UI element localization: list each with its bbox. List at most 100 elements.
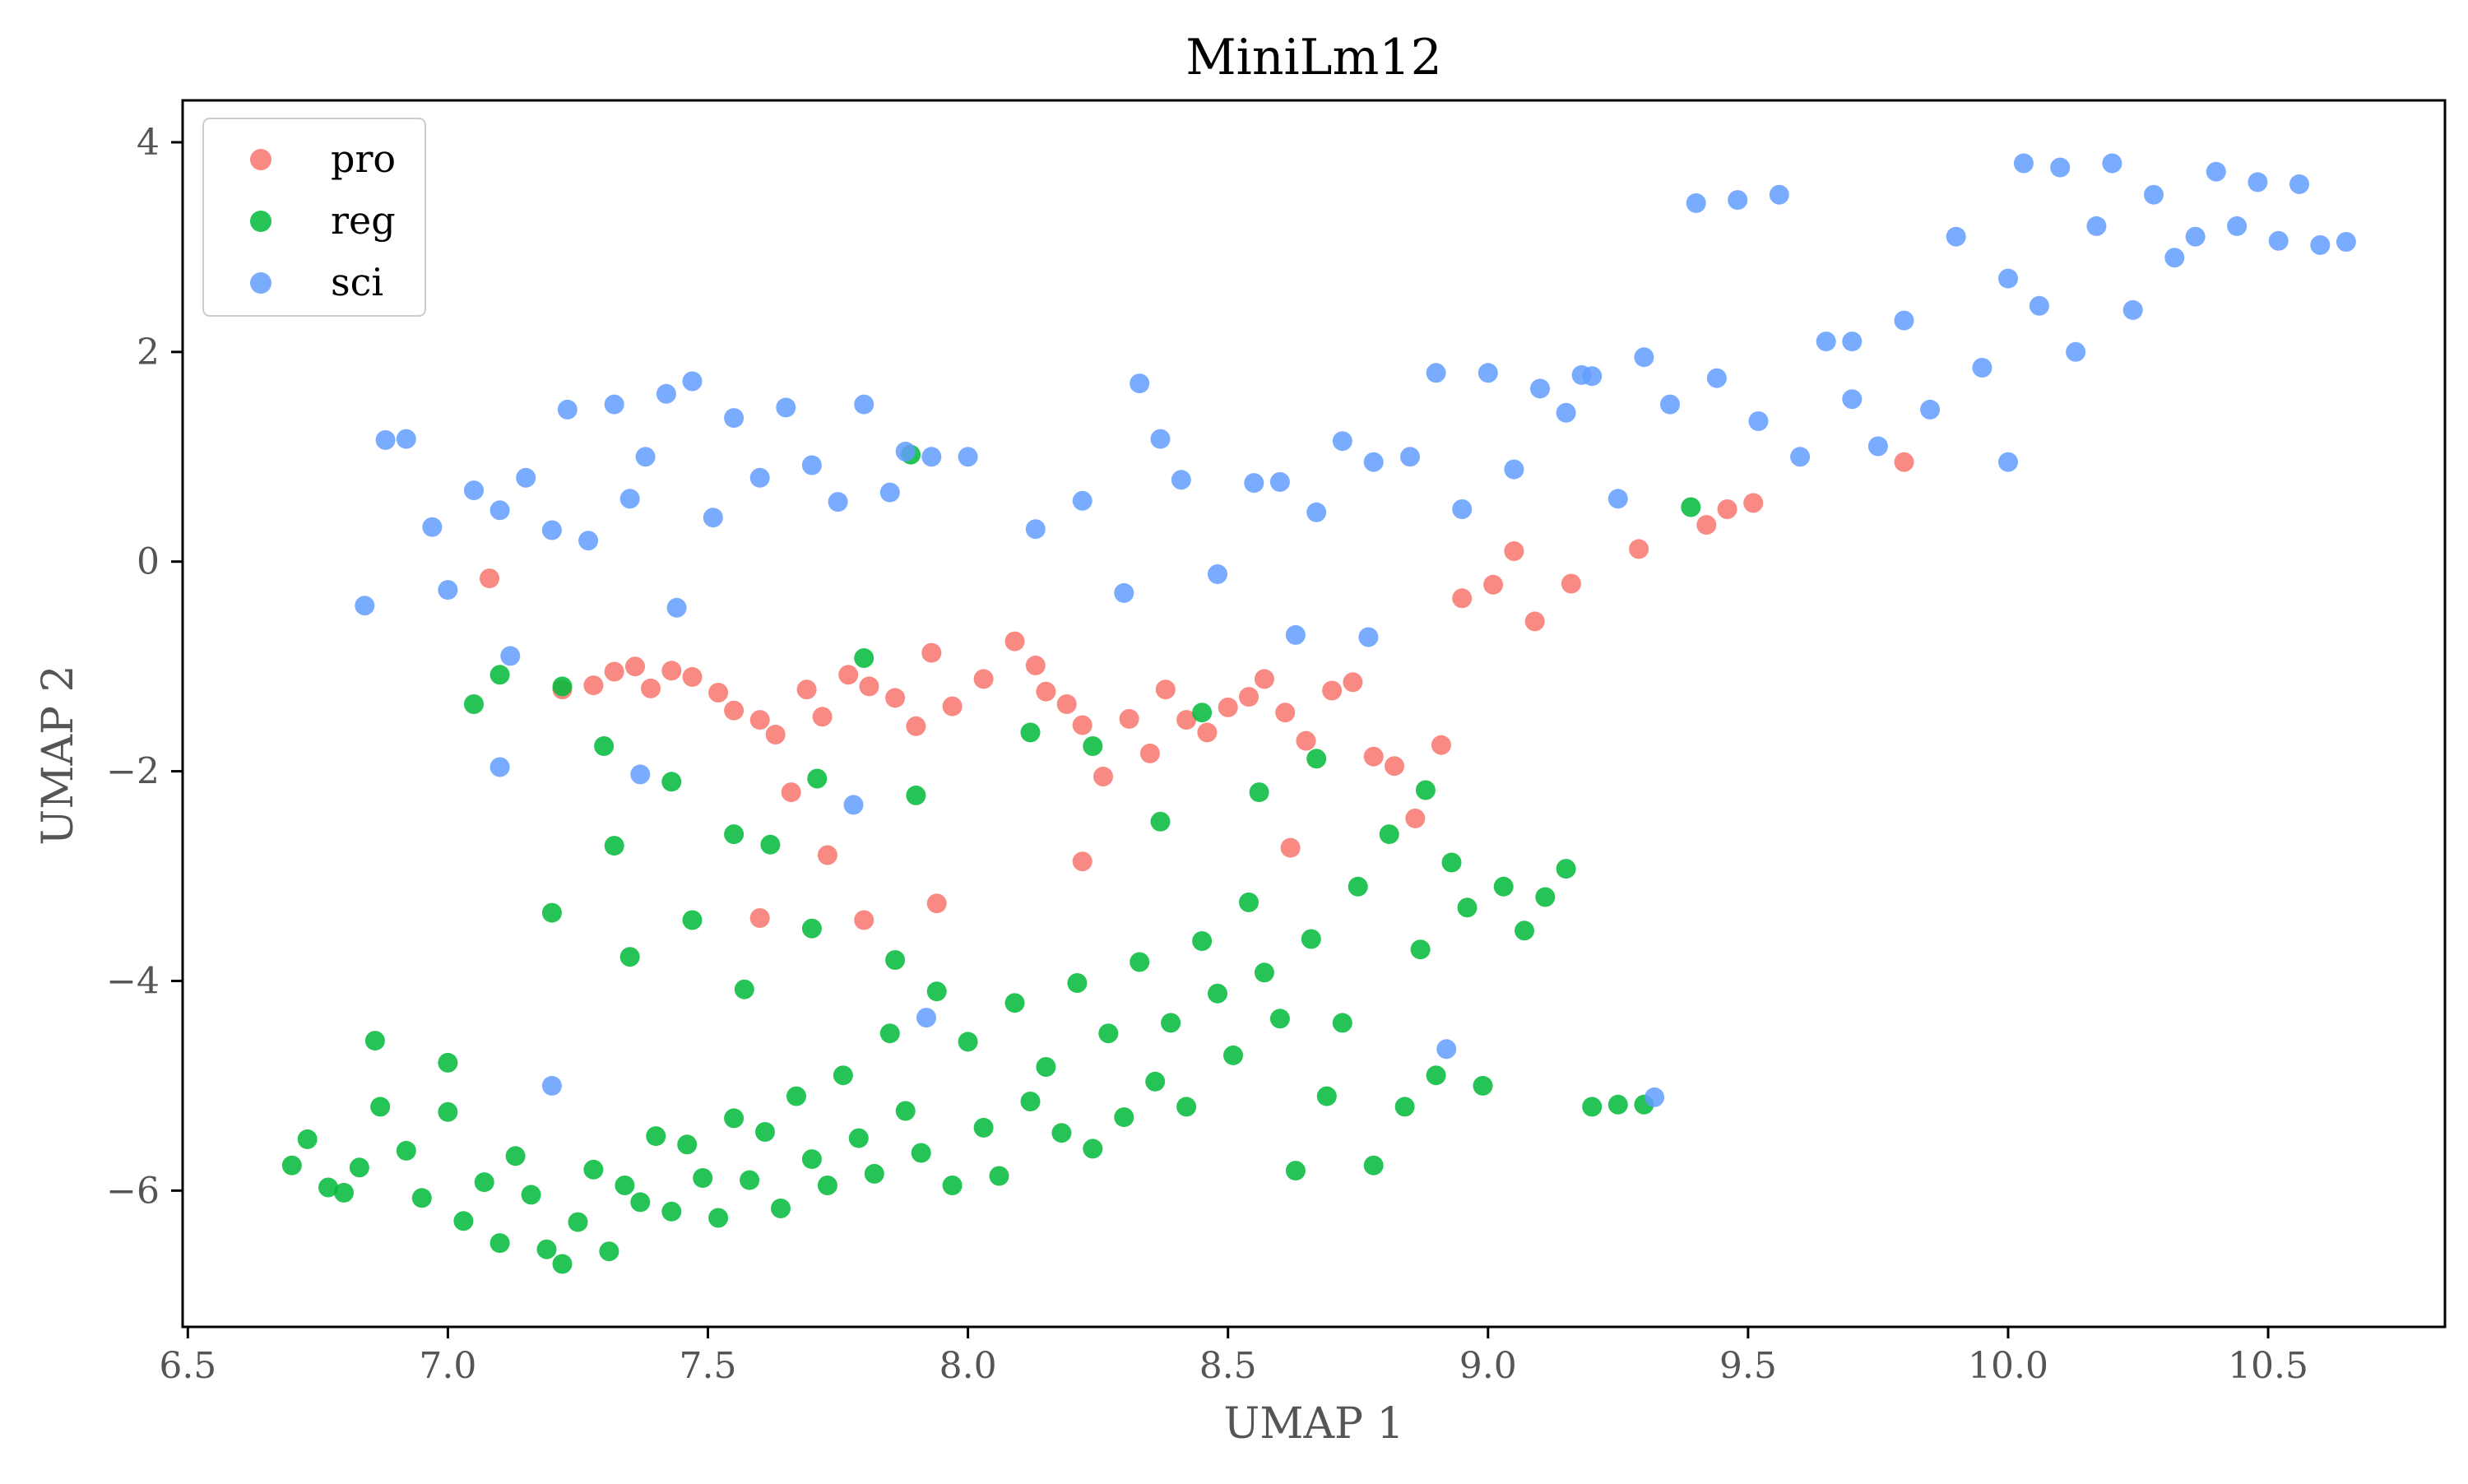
data-point-reg: [1301, 929, 1321, 949]
data-point-pro: [817, 845, 837, 865]
data-point-reg: [1083, 1139, 1103, 1159]
data-point-reg: [1493, 876, 1514, 897]
data-point-sci: [1025, 519, 1046, 540]
y-tick-label: −2: [106, 751, 160, 793]
data-point-sci: [2164, 248, 2185, 268]
y-tick-label: 0: [137, 541, 160, 583]
data-point-pro: [1524, 611, 1545, 632]
data-point-reg: [807, 768, 828, 789]
x-tick-label: 7.5: [680, 1345, 737, 1387]
data-point-reg: [1020, 1092, 1041, 1111]
data-point-sci: [1634, 347, 1654, 368]
data-point-pro: [973, 669, 994, 689]
legend-marker-reg: [250, 211, 271, 232]
data-point-pro: [682, 666, 703, 687]
data-point-reg: [453, 1211, 474, 1231]
data-point-sci: [1306, 502, 1327, 522]
data-point-pro: [1056, 694, 1077, 714]
data-point-reg: [552, 1254, 573, 1274]
data-point-reg: [599, 1241, 619, 1262]
data-point-reg: [464, 694, 484, 714]
x-axis-label: UMAP 1: [1223, 1399, 1403, 1449]
data-point-pro: [1275, 703, 1296, 723]
data-point-sci: [2336, 232, 2356, 252]
data-point-reg: [594, 736, 615, 756]
data-point-reg: [646, 1126, 666, 1147]
data-point-reg: [583, 1159, 604, 1180]
x-tick-label: 9.0: [1459, 1345, 1517, 1387]
data-point-sci: [355, 596, 375, 616]
data-point-reg: [1426, 1065, 1446, 1086]
data-point-sci: [516, 467, 536, 488]
data-point-pro: [1218, 697, 1238, 717]
data-point-pro: [1072, 851, 1093, 872]
data-point-reg: [848, 1128, 869, 1148]
data-point-pro: [1004, 631, 1025, 652]
data-point-reg: [895, 1101, 916, 1121]
data-point-sci: [2050, 157, 2071, 178]
legend-label-reg: reg: [331, 198, 396, 243]
data-point-sci: [1867, 436, 1888, 457]
data-point-pro: [625, 656, 645, 677]
data-point-reg: [1607, 1094, 1628, 1115]
data-point-reg: [1415, 780, 1436, 800]
data-point-sci: [604, 394, 624, 415]
data-point-sci: [1790, 447, 1811, 467]
x-axis: 6.5 7.0 7.5 8.0 8.5 9.0 9.5 10.0 10.5: [159, 1327, 2308, 1387]
data-point-sci: [2185, 226, 2206, 247]
data-point-pro: [1504, 541, 1524, 561]
data-point-sci: [776, 397, 796, 418]
data-point-sci: [2227, 216, 2248, 236]
data-point-sci: [656, 383, 676, 404]
data-point-sci: [489, 500, 510, 521]
data-point-sci: [1728, 190, 1748, 211]
data-point-pro: [641, 678, 661, 698]
data-point-reg: [318, 1177, 338, 1198]
data-point-reg: [989, 1166, 1009, 1186]
data-point-reg: [438, 1101, 458, 1122]
data-point-reg: [1051, 1123, 1072, 1143]
data-point-pro: [1119, 708, 1139, 729]
data-point-sci: [1748, 411, 1769, 431]
data-point-reg: [682, 910, 703, 930]
data-point-reg: [708, 1208, 729, 1228]
data-point-sci: [1400, 447, 1420, 467]
data-point-sci: [578, 531, 599, 551]
data-point-pro: [1363, 746, 1384, 767]
data-point-sci: [1530, 378, 1550, 399]
data-point-pro: [1296, 730, 1316, 751]
data-point-sci: [1504, 459, 1524, 480]
data-point-reg: [801, 1149, 822, 1170]
data-point-pro: [1025, 655, 1046, 675]
data-point-reg: [1020, 722, 1041, 743]
data-point-reg: [958, 1032, 978, 1052]
data-point-reg: [734, 979, 754, 999]
data-point-sci: [749, 467, 770, 488]
data-point-reg: [364, 1031, 385, 1051]
data-point-sci: [2086, 216, 2107, 236]
data-point-reg: [1192, 931, 1213, 951]
data-point-sci: [1130, 373, 1150, 394]
data-point-reg: [1306, 749, 1327, 769]
data-point-pro: [1561, 573, 1581, 594]
data-point-reg: [1083, 736, 1103, 756]
data-point-pro: [1894, 452, 1914, 472]
data-point-reg: [1535, 887, 1556, 907]
data-point-sci: [2206, 161, 2226, 182]
data-point-sci: [2029, 295, 2049, 316]
data-point-pro: [1452, 588, 1473, 609]
legend: pro reg sci: [202, 118, 426, 317]
data-point-pro: [781, 782, 801, 803]
data-point-reg: [661, 772, 682, 792]
data-point-reg: [438, 1052, 458, 1073]
data-point-sci: [895, 441, 916, 461]
data-point-pro: [906, 716, 926, 736]
data-point-reg: [1223, 1045, 1243, 1065]
data-point-pro: [1176, 710, 1197, 730]
data-point-sci: [557, 399, 578, 420]
data-point-pro: [749, 710, 770, 730]
data-point-sci: [921, 447, 942, 467]
data-point-reg: [1556, 859, 1576, 879]
data-point-pro: [1696, 515, 1717, 536]
data-point-pro: [1743, 493, 1764, 513]
